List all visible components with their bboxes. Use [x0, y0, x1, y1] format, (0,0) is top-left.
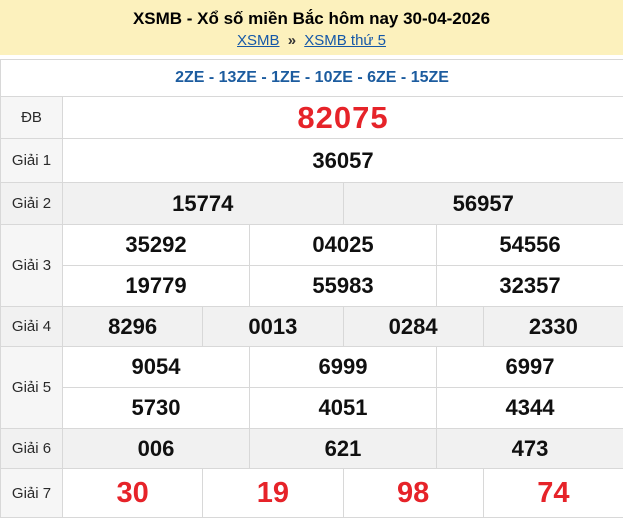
prize-value: 55983: [249, 265, 437, 307]
prize-label: Giải 4: [0, 306, 63, 347]
prize-value: 04025: [249, 224, 437, 266]
prize-value: 4051: [249, 387, 437, 429]
prize-label: Giải 7: [0, 468, 63, 518]
prize-row-7: Giải 7 30 19 98 74: [0, 468, 623, 518]
prize-value: 0013: [202, 306, 344, 347]
prize-value: 4344: [435, 387, 623, 429]
ze-codes-header: 2ZE - 13ZE - 1ZE - 10ZE - 6ZE - 15ZE: [0, 59, 623, 97]
prize-row-4: Giải 4 8296 0013 0284 2330: [0, 306, 623, 347]
prize-row-3b: 19779 55983 32357: [1, 265, 623, 307]
prize-value: 621: [249, 428, 437, 469]
prize-row-6: Giải 6 006 621 473: [0, 428, 623, 469]
prize-row-1: Giải 1 36057: [0, 138, 623, 183]
prize-value: 30: [61, 468, 204, 518]
prize-value: 9054: [62, 346, 250, 388]
prize-value: 36057: [61, 138, 623, 183]
prize-value: 32357: [435, 265, 623, 307]
prize-value: 19779: [62, 265, 250, 307]
prize-row-3a: Giải 3 35292 04025 54556: [0, 224, 623, 307]
prize-value: 98: [342, 468, 484, 518]
prize-row-db: ĐB 82075: [0, 96, 623, 139]
prize-value: 19: [202, 468, 344, 518]
prize-value: 35292: [62, 224, 250, 266]
prize-value: 0284: [342, 306, 484, 347]
prize-value: 56957: [342, 182, 623, 225]
prize-value: 006: [62, 428, 250, 469]
prize-value: 6999: [249, 346, 437, 388]
results-table: 2ZE - 13ZE - 1ZE - 10ZE - 6ZE - 15ZE ĐB …: [0, 59, 623, 518]
prize-row-2: Giải 2 15774 56957: [0, 182, 623, 225]
prize-row-5a: Giải 5 9054 6999 6997: [0, 346, 623, 429]
prize-value: 5730: [62, 387, 250, 429]
prize-value: 54556: [435, 224, 623, 266]
prize-value: 74: [482, 468, 623, 518]
page-header: XSMB - Xổ số miền Bắc hôm nay 30-04-2026…: [0, 0, 623, 55]
prize-value: 8296: [61, 306, 204, 347]
prize-label: ĐB: [0, 96, 63, 139]
breadcrumb-link-xsmb-thu5[interactable]: XSMB thứ 5: [304, 32, 386, 49]
prize-label: Giải 5: [0, 346, 63, 429]
special-prize-value: 82075: [61, 96, 623, 139]
prize-row-5b: 5730 4051 4344: [1, 387, 623, 429]
prize-label: Giải 1: [0, 138, 63, 183]
prize-label: Giải 6: [0, 428, 63, 469]
breadcrumb: XSMB » XSMB thứ 5: [0, 30, 623, 51]
page-title: XSMB - Xổ số miền Bắc hôm nay 30-04-2026: [132, 9, 491, 28]
breadcrumb-link-xsmb[interactable]: XSMB: [237, 32, 280, 49]
breadcrumb-separator: »: [287, 32, 297, 49]
prize-value: 6997: [435, 346, 623, 388]
prize-label: Giải 2: [0, 182, 63, 225]
prize-value: 2330: [482, 306, 623, 347]
prize-value: 473: [435, 428, 623, 469]
prize-label: Giải 3: [0, 224, 63, 307]
prize-value: 15774: [62, 182, 344, 225]
ze-codes-row: 2ZE - 13ZE - 1ZE - 10ZE - 6ZE - 15ZE: [0, 59, 623, 97]
